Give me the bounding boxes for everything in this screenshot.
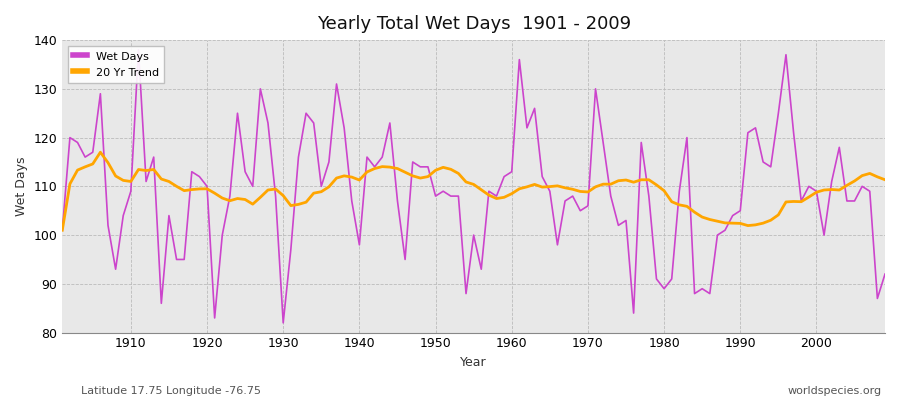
Wet Days — [346, 198, 357, 203]
Title: Yearly Total Wet Days  1901 - 2009: Yearly Total Wet Days 1901 - 2009 — [317, 15, 631, 33]
20 Yr Trend — [879, 177, 890, 182]
Line: 20 Yr Trend: 20 Yr Trend — [62, 152, 885, 230]
Wet Days — [133, 48, 144, 52]
20 Yr Trend — [606, 182, 616, 186]
20 Yr Trend — [514, 186, 525, 191]
Wet Days — [57, 228, 68, 233]
20 Yr Trend — [293, 202, 304, 207]
20 Yr Trend — [125, 179, 136, 184]
Text: Latitude 17.75 Longitude -76.75: Latitude 17.75 Longitude -76.75 — [81, 386, 261, 396]
Wet Days — [301, 111, 311, 116]
Legend: Wet Days, 20 Yr Trend: Wet Days, 20 Yr Trend — [68, 46, 165, 83]
20 Yr Trend — [338, 174, 349, 178]
20 Yr Trend — [57, 228, 68, 233]
X-axis label: Year: Year — [460, 356, 487, 369]
Y-axis label: Wet Days: Wet Days — [15, 156, 28, 216]
Wet Days — [118, 213, 129, 218]
Wet Days — [522, 126, 533, 130]
Wet Days — [514, 57, 525, 62]
Wet Days — [879, 272, 890, 276]
20 Yr Trend — [95, 150, 106, 155]
Wet Days — [278, 320, 289, 325]
Text: worldspecies.org: worldspecies.org — [788, 386, 882, 396]
Wet Days — [613, 223, 624, 228]
20 Yr Trend — [507, 191, 517, 196]
Line: Wet Days: Wet Days — [62, 50, 885, 323]
